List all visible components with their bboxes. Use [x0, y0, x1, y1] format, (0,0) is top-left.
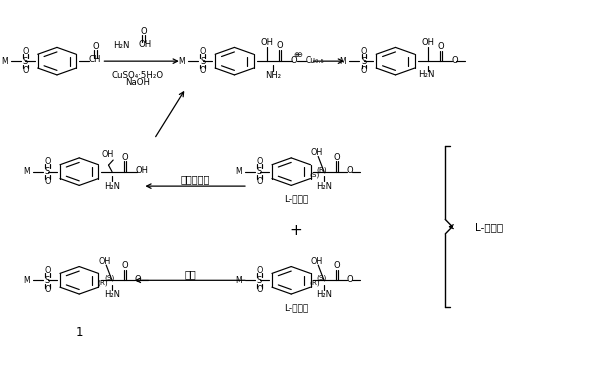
Text: O: O: [200, 46, 206, 55]
Text: +: +: [290, 223, 302, 238]
Text: OH: OH: [422, 38, 434, 47]
Text: O: O: [361, 66, 367, 75]
Text: O: O: [438, 42, 445, 51]
Text: S: S: [257, 167, 262, 176]
Text: O: O: [256, 177, 263, 185]
Text: O: O: [256, 157, 263, 166]
Text: S: S: [45, 276, 50, 285]
Text: H₂N: H₂N: [418, 70, 434, 80]
Text: S: S: [361, 57, 367, 66]
Text: M: M: [23, 276, 30, 285]
Text: O: O: [122, 261, 128, 270]
Text: M: M: [23, 167, 30, 176]
Text: L-酒石酸: L-酒石酸: [284, 303, 308, 312]
Text: O: O: [451, 55, 458, 65]
Text: (R): (R): [97, 280, 108, 287]
Text: S: S: [200, 57, 206, 66]
Text: CuSO₄·5H₂O: CuSO₄·5H₂O: [111, 71, 164, 80]
Text: 水解、消旋: 水解、消旋: [181, 174, 210, 185]
Text: (R): (R): [309, 280, 320, 287]
Text: O: O: [92, 42, 99, 51]
Text: M: M: [340, 57, 346, 66]
Text: (S): (S): [104, 275, 115, 281]
Text: NaOH: NaOH: [125, 78, 150, 87]
Text: L-酒石酸: L-酒石酸: [475, 222, 503, 232]
Text: L-酒石酸: L-酒石酸: [284, 194, 308, 203]
Text: OH: OH: [101, 150, 113, 159]
Text: NH₂: NH₂: [265, 71, 281, 80]
Text: M: M: [1, 57, 8, 66]
Text: O: O: [22, 46, 29, 55]
Text: O: O: [200, 66, 206, 75]
Text: O: O: [45, 157, 51, 166]
Text: O: O: [256, 266, 263, 274]
Text: ⊕: ⊕: [294, 52, 299, 58]
Text: ⊖: ⊖: [296, 52, 302, 58]
Text: O: O: [334, 261, 340, 270]
Text: O: O: [347, 166, 353, 175]
Text: OH: OH: [311, 257, 322, 266]
Text: OH: OH: [311, 148, 322, 157]
Text: OH: OH: [260, 38, 274, 47]
Text: (S): (S): [316, 275, 327, 281]
Text: O: O: [277, 42, 284, 50]
Text: H₂N: H₂N: [104, 182, 120, 191]
Text: M: M: [179, 57, 185, 66]
Text: S: S: [45, 167, 50, 176]
Text: OH: OH: [135, 166, 148, 175]
Text: S: S: [23, 57, 28, 66]
Text: H₂N: H₂N: [316, 182, 332, 191]
Text: 1: 1: [76, 326, 83, 339]
Text: M: M: [235, 276, 242, 285]
Text: O: O: [45, 285, 51, 294]
Text: O: O: [140, 27, 147, 36]
Text: O: O: [45, 266, 51, 274]
Text: O: O: [135, 275, 141, 284]
Text: O: O: [334, 153, 340, 162]
Text: H₂N: H₂N: [104, 290, 120, 299]
Text: 游离: 游离: [185, 269, 196, 279]
Text: (S): (S): [309, 171, 320, 178]
Text: OH: OH: [98, 257, 110, 266]
Text: H₂N: H₂N: [316, 290, 332, 299]
Text: O: O: [347, 275, 353, 284]
Text: CH: CH: [88, 55, 101, 64]
Text: M: M: [235, 167, 242, 176]
Text: O: O: [22, 66, 29, 75]
Text: Cu₀.₅: Cu₀.₅: [305, 55, 324, 65]
Text: O: O: [361, 46, 367, 55]
Text: S: S: [257, 276, 262, 285]
Text: O: O: [256, 285, 263, 294]
Text: O: O: [291, 55, 297, 65]
Text: OH: OH: [139, 40, 152, 49]
Text: O: O: [122, 153, 128, 162]
Text: (R): (R): [316, 166, 327, 173]
Text: O: O: [45, 177, 51, 185]
Text: H₂N: H₂N: [113, 41, 129, 50]
